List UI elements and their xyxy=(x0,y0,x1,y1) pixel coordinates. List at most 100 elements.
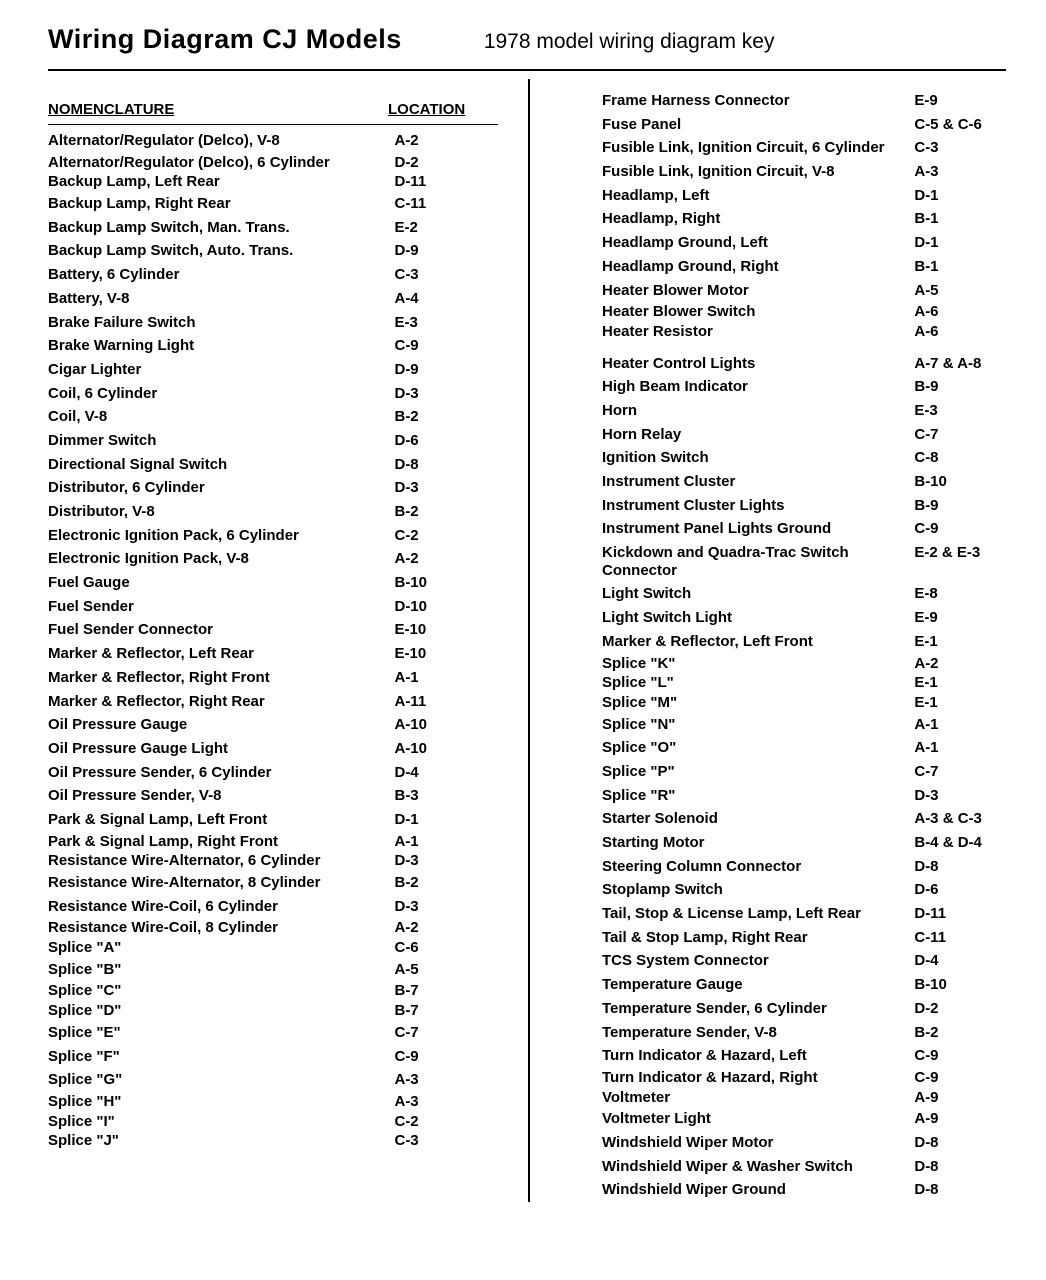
table-row: Frame Harness ConnectorE-9 xyxy=(602,89,1008,113)
nomenclature-cell: Heater Control Lights xyxy=(602,355,914,373)
table-row: Distributor, 6 CylinderD-3 xyxy=(48,476,504,500)
location-cell: B-7 xyxy=(394,982,504,1000)
nomenclature-cell: Splice "I" xyxy=(48,1113,394,1131)
location-cell: D-8 xyxy=(914,1134,1008,1152)
nomenclature-cell: Resistance Wire-Coil, 6 Cylinder xyxy=(48,898,394,916)
table-row: Temperature Sender, 6 CylinderD-2 xyxy=(602,997,1008,1021)
nomenclature-cell: Tail & Stop Lamp, Right Rear xyxy=(602,929,914,947)
location-cell: A-2 xyxy=(394,132,504,150)
header: Wiring Diagram CJ Models 1978 model wiri… xyxy=(48,24,1006,55)
table-row: Splice "L"E-1 xyxy=(602,673,1008,693)
nomenclature-cell: Windshield Wiper Motor xyxy=(602,1134,914,1152)
nomenclature-cell: Horn Relay xyxy=(602,426,914,444)
table-row: Oil Pressure GaugeA-10 xyxy=(48,713,504,737)
nomenclature-cell: Backup Lamp, Right Rear xyxy=(48,195,394,213)
location-cell: C-11 xyxy=(914,929,1008,947)
right-rows: Frame Harness ConnectorE-9Fuse PanelC-5 … xyxy=(602,89,1008,1202)
page-title: Wiring Diagram CJ Models xyxy=(48,24,402,55)
table-row: Oil Pressure Sender, V-8B-3 xyxy=(48,784,504,808)
nomenclature-cell: Voltmeter xyxy=(602,1089,914,1107)
location-cell: A-3 xyxy=(914,163,1008,181)
location-cell: A-1 xyxy=(394,669,504,687)
nomenclature-cell: Marker & Reflector, Left Rear xyxy=(48,645,394,663)
nomenclature-cell: Turn Indicator & Hazard, Right xyxy=(602,1069,914,1087)
left-header-rule xyxy=(48,124,498,125)
location-cell: A-6 xyxy=(914,303,1008,321)
table-row: Distributor, V-8B-2 xyxy=(48,500,504,524)
nomenclature-cell: Marker & Reflector, Left Front xyxy=(602,633,914,651)
location-cell: C-2 xyxy=(394,1113,504,1131)
location-cell: C-3 xyxy=(394,1132,504,1150)
nomenclature-cell: Marker & Reflector, Right Front xyxy=(48,669,394,687)
table-row: Temperature GaugeB-10 xyxy=(602,973,1008,997)
nomenclature-cell: Splice "B" xyxy=(48,961,394,979)
page: Wiring Diagram CJ Models 1978 model wiri… xyxy=(0,0,1046,1242)
table-row: HornE-3 xyxy=(602,399,1008,423)
nomenclature-cell: Starting Motor xyxy=(602,834,914,852)
table-row: Splice "J"C-3 xyxy=(48,1131,504,1151)
location-cell: E-10 xyxy=(394,621,504,639)
location-cell: D-1 xyxy=(914,187,1008,205)
location-cell: C-9 xyxy=(914,1047,1008,1065)
location-cell: C-9 xyxy=(394,337,504,355)
nomenclature-cell: Fuse Panel xyxy=(602,116,914,134)
table-row: Coil, V-8B-2 xyxy=(48,405,504,429)
table-row: Park & Signal Lamp, Left FrontD-1 xyxy=(48,808,504,832)
table-row: Kickdown and Quadra-Trac Switch Connecto… xyxy=(602,541,1008,582)
nomenclature-cell: Temperature Sender, 6 Cylinder xyxy=(602,1000,914,1018)
table-row: Headlamp, LeftD-1 xyxy=(602,184,1008,208)
location-cell: A-4 xyxy=(394,290,504,308)
nomenclature-cell: Fusible Link, Ignition Circuit, 6 Cylind… xyxy=(602,139,914,157)
nomenclature-cell: Alternator/Regulator (Delco), V-8 xyxy=(48,132,394,150)
location-cell: D-11 xyxy=(394,173,504,191)
nomenclature-cell: TCS System Connector xyxy=(602,952,914,970)
location-cell: B-4 & D-4 xyxy=(914,834,1008,852)
table-row: Fusible Link, Ignition Circuit, 6 Cylind… xyxy=(602,136,1008,160)
nomenclature-cell: Cigar Lighter xyxy=(48,361,394,379)
nomenclature-cell: Electronic Ignition Pack, 6 Cylinder xyxy=(48,527,394,545)
nomenclature-cell: Horn xyxy=(602,402,914,420)
table-row: Battery, 6 CylinderC-3 xyxy=(48,263,504,287)
location-cell: E-1 xyxy=(914,694,1008,712)
location-cell: C-6 xyxy=(394,939,504,957)
nomenclature-cell: Oil Pressure Gauge Light xyxy=(48,740,394,758)
table-row: Ignition SwitchC-8 xyxy=(602,446,1008,470)
location-cell: A-10 xyxy=(394,716,504,734)
nomenclature-cell: Distributor, 6 Cylinder xyxy=(48,479,394,497)
location-cell: B-1 xyxy=(914,258,1008,276)
nomenclature-cell: Starter Solenoid xyxy=(602,810,914,828)
table-row: Instrument Panel Lights GroundC-9 xyxy=(602,517,1008,541)
nomenclature-cell: Brake Warning Light xyxy=(48,337,394,355)
table-row: Splice "C"B-7 xyxy=(48,981,504,1001)
location-cell: D-3 xyxy=(394,898,504,916)
location-cell: B-10 xyxy=(914,976,1008,994)
location-cell: B-2 xyxy=(914,1024,1008,1042)
location-cell: D-3 xyxy=(394,385,504,403)
location-cell: C-2 xyxy=(394,527,504,545)
location-cell: A-3 & C-3 xyxy=(914,810,1008,828)
nomenclature-cell: Splice "G" xyxy=(48,1071,394,1089)
location-cell: D-8 xyxy=(914,1181,1008,1199)
location-cell: D-3 xyxy=(394,852,504,870)
location-cell: A-9 xyxy=(914,1089,1008,1107)
nomenclature-cell: Temperature Gauge xyxy=(602,976,914,994)
table-row: Starting MotorB-4 & D-4 xyxy=(602,831,1008,855)
nomenclature-cell: Instrument Panel Lights Ground xyxy=(602,520,914,538)
location-cell: A-11 xyxy=(394,693,504,711)
table-row: Backup Lamp, Right RearC-11 xyxy=(48,192,504,216)
table-row: Splice "D"B-7 xyxy=(48,1001,504,1021)
location-cell: A-5 xyxy=(394,961,504,979)
location-cell: E-3 xyxy=(914,402,1008,420)
table-row: Horn RelayC-7 xyxy=(602,423,1008,447)
nomenclature-cell: High Beam Indicator xyxy=(602,378,914,396)
location-cell: C-3 xyxy=(914,139,1008,157)
nomenclature-cell: Windshield Wiper Ground xyxy=(602,1181,914,1199)
nomenclature-cell: Distributor, V-8 xyxy=(48,503,394,521)
table-row: Heater Blower SwitchA-6 xyxy=(602,302,1008,322)
table-row: Marker & Reflector, Left FrontE-1 xyxy=(602,630,1008,654)
location-cell: C-9 xyxy=(914,1069,1008,1087)
left-column-headers: NOMENCLATURE LOCATION xyxy=(48,101,504,118)
location-cell: A-1 xyxy=(914,739,1008,757)
table-row: Brake Warning LightC-9 xyxy=(48,334,504,358)
nomenclature-cell: Headlamp, Left xyxy=(602,187,914,205)
